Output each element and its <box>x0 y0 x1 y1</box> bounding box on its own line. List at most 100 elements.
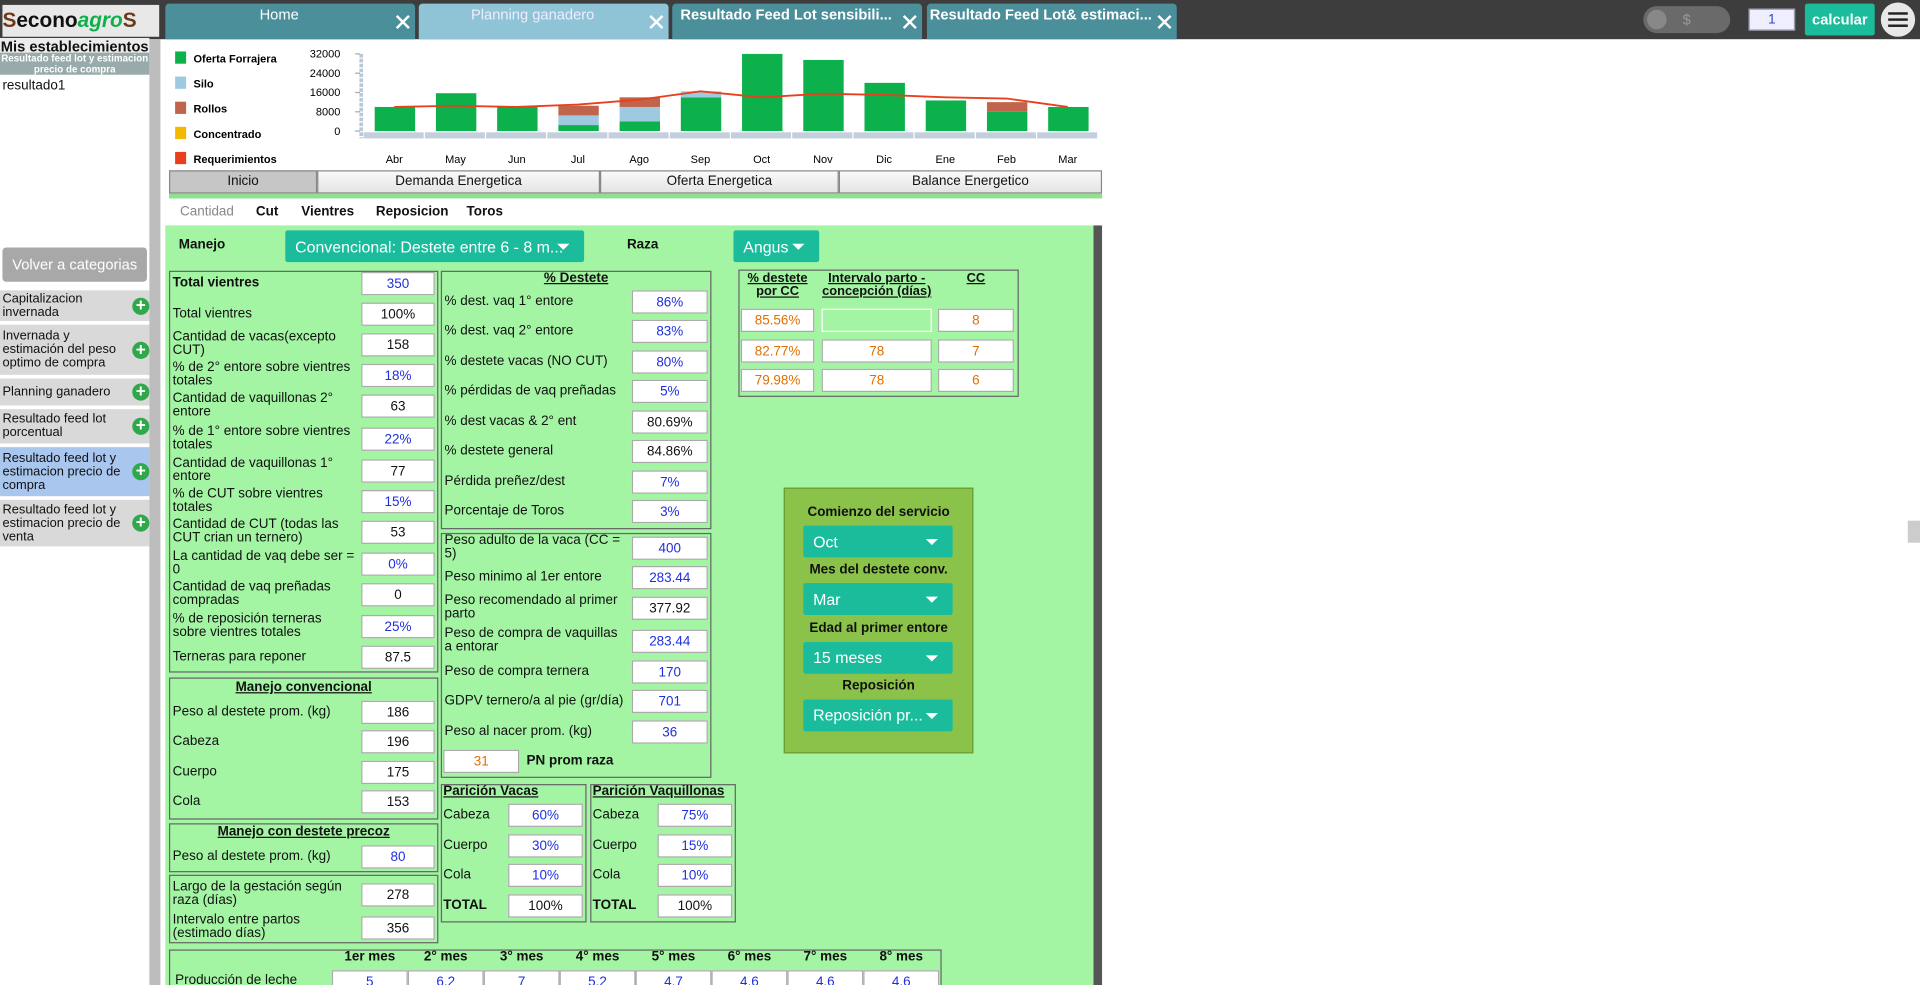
servicio-dropdown[interactable]: Reposición pr... <box>803 699 953 732</box>
field-input[interactable]: 84.86% <box>631 439 708 464</box>
field-input[interactable]: 18% <box>361 363 435 388</box>
field-input[interactable]: 15% <box>361 490 435 514</box>
category-item[interactable]: Resultado feed lot porcentual + <box>0 409 150 444</box>
sub-tab[interactable]: Reposicion <box>375 204 449 220</box>
category-item[interactable]: Planning ganadero + <box>0 378 150 406</box>
field-input[interactable]: 5% <box>631 379 708 404</box>
add-icon[interactable]: + <box>132 462 150 481</box>
servicio-dropdown[interactable]: Mar <box>803 583 953 616</box>
field-input[interactable]: 83% <box>631 319 708 344</box>
produccion-cell[interactable]: 4.7 <box>635 970 712 985</box>
produccion-cell[interactable]: 7 <box>483 970 560 985</box>
produccion-cell[interactable]: 6.2 <box>407 970 484 985</box>
field-input[interactable]: 75% <box>657 803 733 827</box>
pn-input[interactable]: 31 <box>443 749 520 774</box>
field-input[interactable]: 80 <box>361 845 435 869</box>
currency-toggle[interactable]: $ <box>1643 6 1731 34</box>
category-item[interactable]: Resultado feed lot y estimacion precio d… <box>0 447 150 497</box>
field-input[interactable]: 283.44 <box>631 565 708 590</box>
field-input[interactable]: 3% <box>631 499 708 524</box>
servicio-dropdown[interactable]: 15 meses <box>803 641 953 674</box>
tab[interactable]: Resultado Feed Lot& estimaci... <box>926 3 1177 40</box>
add-icon[interactable]: + <box>132 296 150 315</box>
produccion-cell[interactable]: 4.6 <box>787 970 864 985</box>
produccion-cell[interactable]: 5 <box>331 970 408 985</box>
field-input[interactable]: 80.69% <box>631 410 708 434</box>
section-tab[interactable]: Oferta Energetica <box>600 170 839 194</box>
field-input[interactable]: 36 <box>631 720 708 744</box>
field-input[interactable]: 25% <box>361 615 435 639</box>
close-icon[interactable] <box>1157 15 1172 30</box>
field-input[interactable]: 30% <box>508 834 583 858</box>
menu-bar <box>1888 12 1908 15</box>
field-input[interactable]: 701 <box>631 689 708 714</box>
field-input[interactable]: 196 <box>361 730 435 754</box>
category-item[interactable]: Resultado feed lot y estimacion precio d… <box>0 499 150 547</box>
field-input[interactable]: 350 <box>361 271 435 296</box>
calcular-button[interactable]: calcular <box>1804 3 1875 36</box>
tab[interactable]: Home <box>165 3 416 40</box>
tab[interactable]: Planning ganadero <box>418 3 669 40</box>
field-input[interactable]: 63 <box>361 394 435 418</box>
category-item[interactable]: Invernada y estimación del peso optimo d… <box>0 324 150 375</box>
produccion-cell[interactable]: 4.6 <box>711 970 788 985</box>
section-tab[interactable]: Demanda Energetica <box>317 170 601 194</box>
bar <box>986 102 1028 112</box>
close-icon[interactable] <box>395 15 411 30</box>
field-input[interactable]: 0% <box>361 552 435 576</box>
logo-part: S <box>122 8 137 32</box>
field-input[interactable]: 100% <box>508 894 583 918</box>
field-input[interactable]: 100% <box>657 894 733 918</box>
add-icon[interactable]: + <box>132 382 150 401</box>
field-input[interactable]: 7% <box>631 470 708 494</box>
field-label: % de 2° entore sobre vientres totales <box>172 360 351 389</box>
count-input[interactable]: 1 <box>1748 8 1796 31</box>
field-input[interactable]: 170 <box>631 660 708 684</box>
field-input[interactable]: 175 <box>361 760 435 785</box>
field-input[interactable]: 158 <box>361 333 435 357</box>
tab[interactable]: Resultado Feed Lot sensibili... <box>672 3 923 40</box>
field-input[interactable]: 153 <box>361 790 435 814</box>
field-input[interactable]: 10% <box>657 863 733 887</box>
field-input[interactable]: 278 <box>361 883 435 907</box>
close-icon[interactable] <box>649 15 664 30</box>
field-input[interactable]: 356 <box>361 916 435 940</box>
field-input[interactable]: 186 <box>361 700 435 725</box>
field-input[interactable]: 22% <box>361 427 435 451</box>
field-input[interactable]: 86% <box>631 290 708 314</box>
menu-button[interactable] <box>1880 2 1916 37</box>
section-tab[interactable]: Inicio <box>168 170 318 194</box>
field-input[interactable]: 100% <box>361 302 435 326</box>
produccion-cell[interactable]: 5.2 <box>559 970 636 985</box>
field-input[interactable]: 80% <box>631 350 708 374</box>
close-icon[interactable] <box>902 15 917 30</box>
field-input[interactable]: 77 <box>361 459 435 483</box>
sub-tab[interactable]: Cut <box>255 204 279 220</box>
bar <box>619 97 661 107</box>
field-input[interactable]: 60% <box>508 803 583 827</box>
field-input[interactable]: 10% <box>508 863 583 887</box>
add-icon[interactable]: + <box>132 340 150 359</box>
field-input[interactable]: 400 <box>631 536 708 560</box>
field-input[interactable]: 283.44 <box>631 629 708 653</box>
establishment-item[interactable]: resultado1 <box>2 78 66 94</box>
field-input[interactable]: 87.5 <box>361 645 435 669</box>
produccion-cell[interactable]: 4.6 <box>863 970 940 985</box>
sub-tab[interactable]: Toros <box>466 204 503 220</box>
sub-tab[interactable]: Cantidad <box>180 204 234 220</box>
section-tab[interactable]: Balance Energetico <box>838 170 1103 194</box>
category-item[interactable]: Capitalizacion invernada + <box>0 290 150 321</box>
servicio-dropdown[interactable]: Oct <box>803 525 953 558</box>
field-input[interactable]: 53 <box>361 520 435 544</box>
logo-part: agro <box>77 8 123 32</box>
field-input[interactable]: 15% <box>657 834 733 858</box>
sub-tab[interactable]: Vientres <box>301 204 355 220</box>
add-icon[interactable]: + <box>132 417 150 435</box>
field-input[interactable]: 0 <box>361 583 435 607</box>
manejo-dropdown[interactable]: Convencional: Destete entre 6 - 8 m... <box>285 230 585 263</box>
add-icon[interactable]: + <box>132 513 150 532</box>
raza-dropdown[interactable]: Angus <box>733 230 820 263</box>
field-input[interactable]: 377.92 <box>631 596 708 620</box>
back-button[interactable]: Volver a categorias <box>2 247 147 282</box>
